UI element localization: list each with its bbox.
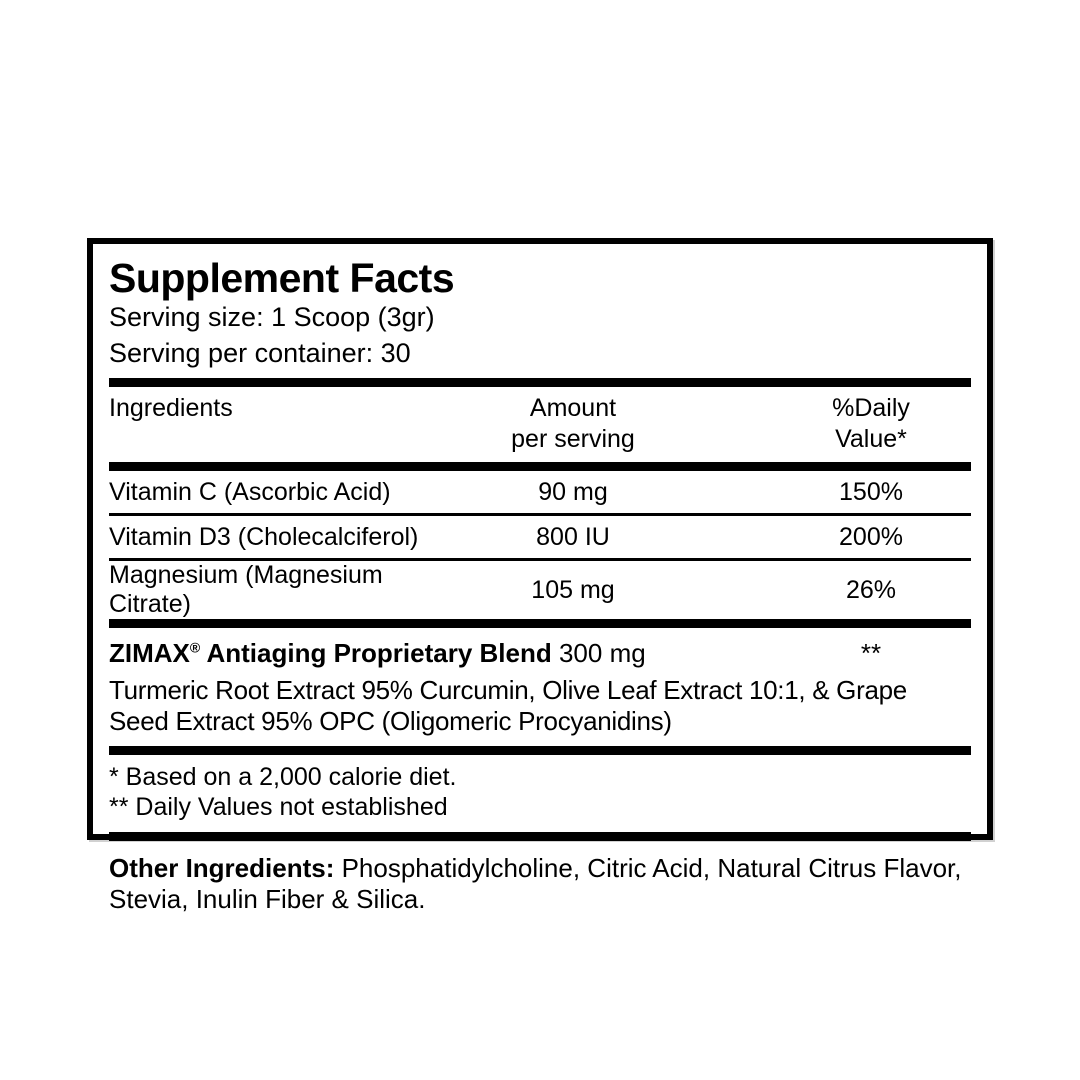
other-ingredients: Other Ingredients: Phosphatidylcholine, …	[109, 853, 971, 914]
panel-title: Supplement Facts	[109, 255, 455, 301]
table-header-row: Ingredients Amount per serving %Daily Va…	[109, 387, 971, 462]
ingredient-name: Magnesium (Magnesium Citrate)	[109, 561, 383, 619]
blend-description: Turmeric Root Extract 95% Curcumin, Oliv…	[109, 675, 907, 736]
header-amount-line2: per serving	[511, 424, 635, 453]
serving-size-line: Serving size: 1 Scoop (3gr)	[109, 302, 435, 333]
table-row: Magnesium (Magnesium Citrate) 105 mg 26%	[109, 561, 971, 619]
blend-amount: 300 mg	[551, 638, 646, 669]
header-daily-value-line1: %Daily	[832, 394, 910, 423]
blend-daily-value: **	[860, 638, 882, 669]
divider-thick	[109, 378, 971, 388]
blend-name: ZIMAX® Antiaging Proprietary Blend 300 m…	[109, 638, 771, 669]
table-row: Vitamin D3 (Cholecalciferol) 800 IU 200%	[109, 516, 971, 558]
footnote-daily-value: * Based on a 2,000 calorie diet.	[109, 763, 457, 792]
other-ingredients-label: Other Ingredients:	[109, 853, 335, 884]
blend-name-rest: Antiaging Proprietary Blend	[200, 638, 552, 669]
divider-thick	[109, 832, 971, 842]
table-row: Vitamin C (Ascorbic Acid) 90 mg 150%	[109, 471, 971, 513]
divider-thick	[109, 619, 971, 629]
blend-row: ZIMAX® Antiaging Proprietary Blend 300 m…	[109, 638, 971, 669]
divider-thin	[109, 513, 971, 517]
supplement-facts-panel: Supplement Facts Serving size: 1 Scoop (…	[87, 238, 993, 914]
ingredient-daily-value: 26%	[845, 575, 897, 604]
divider-thick	[109, 462, 971, 472]
registered-trademark-symbol: ®	[189, 639, 201, 656]
ingredient-name: Vitamin C (Ascorbic Acid)	[109, 477, 391, 506]
header-daily-value-line2: Value*	[835, 424, 907, 453]
ingredient-daily-value: 200%	[839, 522, 903, 551]
ingredient-amount: 90 mg	[538, 477, 608, 506]
ingredient-daily-value: 150%	[839, 477, 903, 506]
header-amount: Amount per serving	[465, 393, 681, 454]
blend-brand: ZIMAX	[109, 638, 190, 669]
header-amount-line1: Amount	[529, 394, 617, 423]
divider-thick	[109, 746, 971, 756]
ingredient-amount: 800 IU	[536, 522, 610, 551]
ingredient-amount: 105 mg	[531, 575, 615, 604]
servings-per-container-line: Serving per container: 30	[109, 338, 411, 369]
header-ingredients: Ingredients	[109, 394, 233, 423]
footnotes: * Based on a 2,000 calorie diet. ** Dail…	[109, 763, 971, 822]
other-ingredients-text: Phosphatidylcholine, Citric Acid, Natura…	[109, 853, 962, 915]
divider-thin	[109, 558, 971, 562]
ingredient-name: Vitamin D3 (Cholecalciferol)	[109, 522, 419, 551]
footnote-not-established: ** Daily Values not established	[109, 792, 448, 821]
header-daily-value: %Daily Value*	[771, 393, 971, 454]
